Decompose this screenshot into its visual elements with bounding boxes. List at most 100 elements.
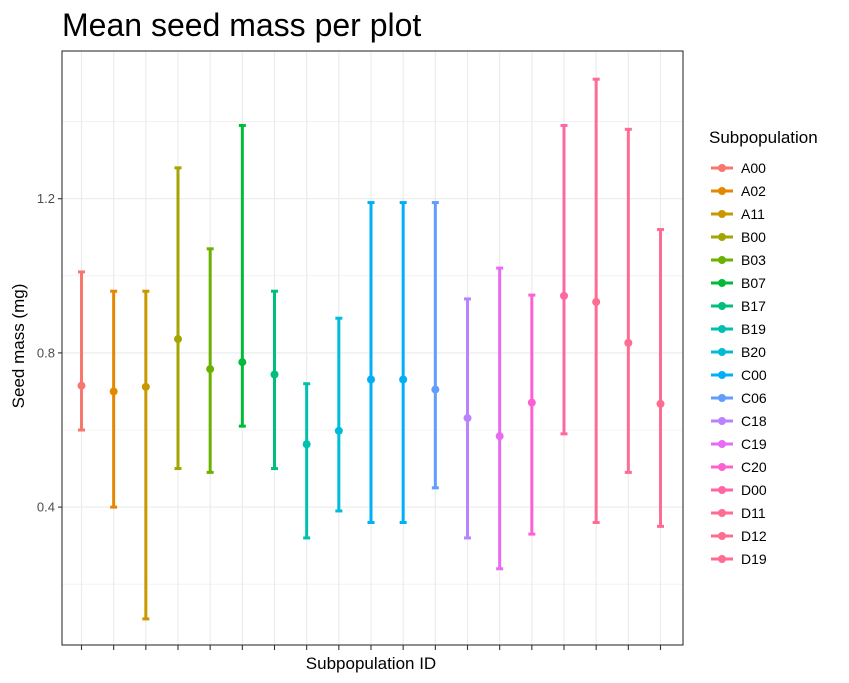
legend-item: D11 [711, 505, 766, 521]
errorbar-D12 [624, 127, 633, 474]
x-axis [80, 645, 662, 650]
legend-label: A11 [741, 206, 765, 222]
legend-item: C00 [711, 367, 767, 383]
legend-item: A11 [711, 206, 765, 222]
legend-item: C19 [711, 436, 767, 452]
legend-item: B00 [711, 229, 766, 245]
mean-point [592, 298, 601, 307]
mean-point [270, 370, 279, 379]
legend-label: D00 [741, 482, 767, 498]
legend-item: B17 [711, 298, 766, 314]
panel-border [61, 50, 684, 646]
legend-item: B03 [711, 252, 766, 268]
y-axis-title: Seed mass (mg) [9, 284, 28, 409]
mean-point [431, 385, 440, 394]
errorbar-B00 [174, 166, 182, 471]
legend: Subpopulation A00 A02 A11 B00 B03 B07 B17 B19 B2… [709, 128, 818, 567]
legend-item: C06 [711, 390, 767, 406]
errorbar-B20 [334, 316, 343, 513]
legend-key-point [718, 555, 726, 563]
legend-item: C20 [711, 459, 767, 475]
legend-item: D12 [711, 528, 767, 544]
mean-point [174, 335, 182, 344]
errorbar-A00 [77, 270, 86, 432]
legend-label: B00 [741, 229, 766, 245]
mean-point [77, 381, 86, 390]
y-tick-label: 0.8 [37, 345, 55, 360]
legend-key-point [718, 348, 726, 356]
errorbar-C00 [367, 201, 375, 525]
errorbar-C06 [431, 201, 440, 490]
mean-point [527, 398, 536, 407]
legend-label: C20 [741, 459, 767, 475]
legend-key-point [718, 532, 726, 540]
legend-key-point [718, 486, 726, 494]
mean-point [302, 440, 311, 449]
legend-label: B07 [741, 275, 766, 291]
legend-label: C18 [741, 413, 767, 429]
legend-key-point [718, 463, 726, 471]
legend-label: A02 [741, 183, 766, 199]
mean-point [399, 375, 408, 384]
legend-item: A02 [711, 183, 766, 199]
errorbar-C00 [399, 201, 408, 525]
legend-key-point [718, 187, 726, 195]
errorbar-D00 [560, 123, 568, 436]
legend-item: D19 [711, 551, 767, 567]
chart-title: Mean seed mass per plot [62, 7, 421, 43]
legend-label: D11 [741, 505, 766, 521]
errorbar-A02 [109, 289, 118, 509]
legend-key-point [718, 417, 726, 425]
errorbar-C20 [527, 293, 536, 536]
y-axis: 0.4 0.8 1.2 [37, 191, 62, 515]
y-tick-label: 0.4 [37, 500, 55, 515]
legend-key-point [718, 256, 726, 264]
mean-point [109, 387, 118, 396]
legend-item: B20 [711, 344, 766, 360]
mean-point [624, 338, 633, 347]
mean-point [495, 432, 504, 441]
legend-item: C18 [711, 413, 767, 429]
mean-point [560, 291, 568, 300]
error-bars [77, 77, 665, 621]
legend-label: D19 [741, 551, 767, 567]
errorbar-D11 [592, 77, 601, 525]
legend-label: C00 [741, 367, 767, 383]
legend-label: D12 [741, 528, 767, 544]
legend-key-point [718, 509, 726, 517]
legend-key-point [718, 210, 726, 218]
legend-item: B07 [711, 275, 766, 291]
mean-point [334, 426, 343, 435]
legend-key-point [718, 440, 726, 448]
errorbar-B07 [238, 123, 247, 428]
legend-label: B03 [741, 252, 766, 268]
mean-point [238, 358, 247, 367]
legend-label: B19 [741, 321, 766, 337]
y-tick-label: 1.2 [37, 191, 55, 206]
mean-point [141, 382, 150, 391]
legend-key-point [718, 164, 726, 172]
legend-label: C19 [741, 436, 767, 452]
errorbar-B03 [206, 247, 215, 474]
mean-point [367, 375, 375, 384]
legend-key-point [718, 302, 726, 310]
legend-key-point [718, 279, 726, 287]
legend-label: B17 [741, 298, 766, 314]
legend-item: B19 [711, 321, 766, 337]
legend-title: Subpopulation [709, 128, 818, 147]
mean-point [463, 414, 472, 423]
legend-item: A00 [711, 160, 766, 176]
errorbar-D19 [656, 228, 665, 528]
legend-key-point [718, 233, 726, 241]
errorbar-C19 [495, 266, 504, 571]
mean-point [656, 399, 665, 408]
x-axis-title: Subpopulation ID [306, 654, 436, 673]
legend-key-point [718, 394, 726, 402]
legend-label: B20 [741, 344, 766, 360]
legend-label: A00 [741, 160, 766, 176]
legend-key-point [718, 325, 726, 333]
errorbar-A11 [141, 289, 150, 621]
errorbar-C18 [463, 297, 472, 540]
mean-point [206, 365, 215, 374]
